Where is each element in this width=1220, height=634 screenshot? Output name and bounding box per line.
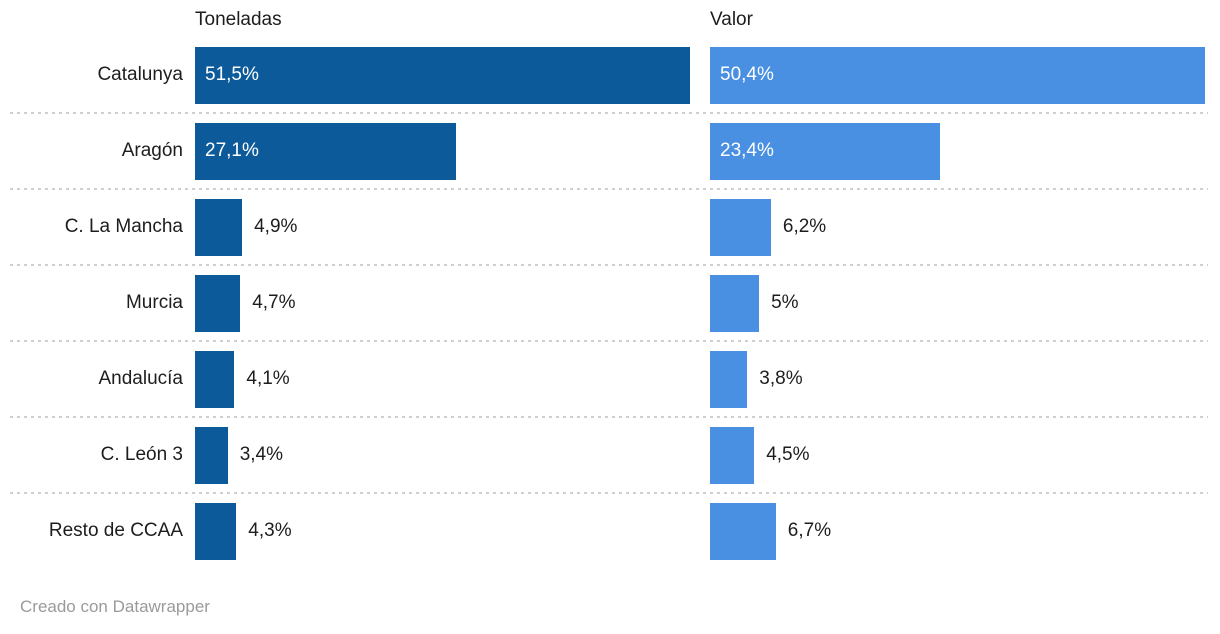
category-label: Andalucía bbox=[98, 368, 183, 389]
valor-bar[interactable] bbox=[710, 426, 755, 484]
bar-column-toneladas: 4,7% bbox=[195, 274, 710, 332]
value-label: 50,4% bbox=[720, 64, 774, 85]
category-label: Murcia bbox=[125, 292, 183, 313]
toneladas-bar[interactable] bbox=[195, 350, 235, 408]
chart-rows: Catalunya 51,5% 50,4% Aragón 27,1% 23,4% C. La… bbox=[10, 37, 1208, 569]
category-label: C. León 3 bbox=[100, 444, 183, 465]
bar-column-valor: 3,8% bbox=[710, 350, 1208, 408]
toneladas-bar[interactable] bbox=[195, 502, 237, 560]
datawrapper-credit[interactable]: Creado con Datawrapper bbox=[20, 597, 210, 616]
column-header-toneladas: Toneladas bbox=[195, 9, 282, 30]
chart-row: Resto de CCAA 4,3% 6,7% bbox=[10, 492, 1208, 569]
bar-column-toneladas: 27,1% bbox=[195, 122, 710, 180]
bar-column-valor: 5% bbox=[710, 274, 1208, 332]
valor-bar[interactable]: 50,4% bbox=[710, 46, 1205, 104]
chart-row: Aragón 27,1% 23,4% bbox=[10, 112, 1208, 189]
value-label: 23,4% bbox=[720, 140, 774, 161]
category-label: Catalunya bbox=[97, 64, 183, 85]
chart-row: Murcia 4,7% 5% bbox=[10, 264, 1208, 341]
chart-row: C. La Mancha 4,9% 6,2% bbox=[10, 188, 1208, 265]
toneladas-bar[interactable] bbox=[195, 274, 241, 332]
bar-column-valor: 50,4% bbox=[710, 46, 1208, 104]
value-label: 5% bbox=[771, 292, 799, 313]
chart-row: C. León 3 3,4% 4,5% bbox=[10, 416, 1208, 493]
bar-column-valor: 4,5% bbox=[710, 426, 1208, 484]
toneladas-bar[interactable]: 27,1% bbox=[195, 122, 456, 180]
category-label: Aragón bbox=[121, 140, 183, 161]
value-label: 4,1% bbox=[246, 368, 290, 389]
value-label: 6,2% bbox=[782, 216, 827, 237]
valor-bar[interactable] bbox=[710, 350, 748, 408]
bar-column-toneladas: 51,5% bbox=[195, 46, 710, 104]
category-label: Resto de CCAA bbox=[48, 520, 183, 541]
chart-row: Andalucía 4,1% 3,8% bbox=[10, 340, 1208, 417]
toneladas-bar[interactable] bbox=[195, 426, 228, 484]
value-label: 6,7% bbox=[787, 520, 832, 541]
bar-column-valor: 23,4% bbox=[710, 122, 1208, 180]
toneladas-bar[interactable]: 51,5% bbox=[195, 46, 690, 104]
bar-column-toneladas: 4,3% bbox=[195, 502, 710, 560]
split-bar-chart: Toneladas Valor Catalunya 51,5% 50,4% Aragó… bbox=[10, 0, 1208, 616]
bar-column-valor: 6,2% bbox=[710, 198, 1208, 256]
column-headers: Toneladas Valor bbox=[10, 0, 1208, 37]
value-label: 4,7% bbox=[252, 292, 296, 313]
bar-column-toneladas: 4,9% bbox=[195, 198, 710, 256]
column-header-valor: Valor bbox=[710, 9, 753, 30]
toneladas-bar[interactable] bbox=[195, 198, 243, 256]
value-label: 4,3% bbox=[248, 520, 292, 541]
value-label: 51,5% bbox=[205, 64, 259, 85]
value-label: 3,4% bbox=[239, 444, 283, 465]
value-label: 27,1% bbox=[205, 140, 259, 161]
bar-column-valor: 6,7% bbox=[710, 502, 1208, 560]
valor-bar[interactable]: 23,4% bbox=[710, 122, 940, 180]
bar-column-toneladas: 3,4% bbox=[195, 426, 710, 484]
valor-bar[interactable] bbox=[710, 274, 760, 332]
value-label: 3,8% bbox=[759, 368, 803, 389]
chart-row: Catalunya 51,5% 50,4% bbox=[10, 37, 1208, 113]
category-label: C. La Mancha bbox=[64, 216, 183, 237]
valor-bar[interactable] bbox=[710, 198, 771, 256]
valor-bar[interactable] bbox=[710, 502, 776, 560]
value-label: 4,5% bbox=[766, 444, 810, 465]
bar-column-toneladas: 4,1% bbox=[195, 350, 710, 408]
value-label: 4,9% bbox=[254, 216, 298, 237]
